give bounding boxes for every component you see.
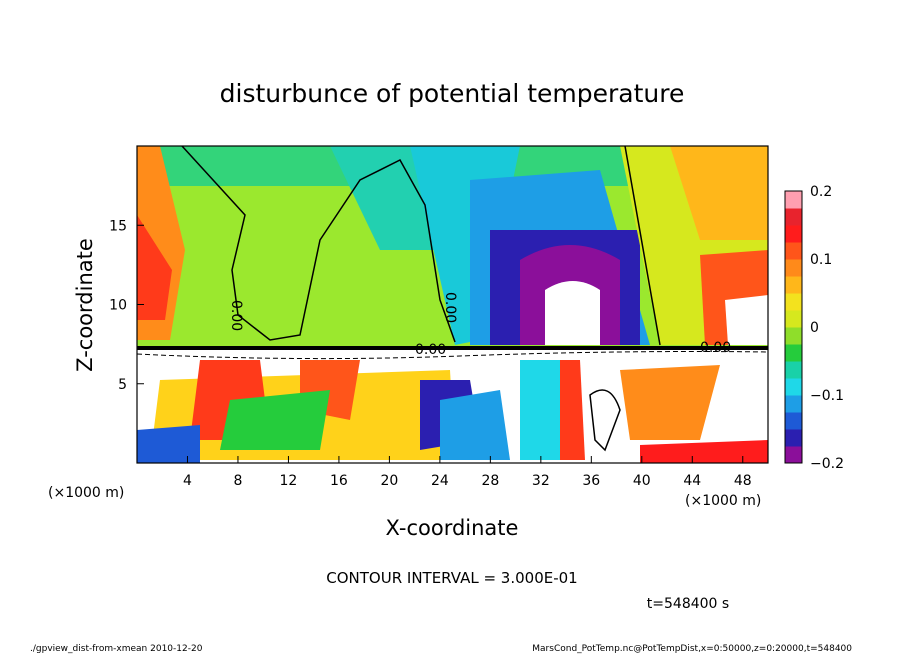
colorbar-tick-label: −0.1: [810, 388, 844, 404]
contour-label: 0.00: [415, 342, 446, 358]
colorbar-tick-label: 0: [810, 320, 819, 336]
field-right-orange: [670, 146, 768, 240]
colorbar-swatch: [785, 293, 802, 311]
colorbar-swatch: [785, 208, 802, 226]
contour-label: 0.00: [700, 340, 731, 356]
contour-label: 0.00: [442, 292, 458, 323]
inversion-contour-dashed: [136, 351, 769, 360]
plot-area: 0.00 0.00 0.00 0.00: [136, 145, 769, 464]
field-cyan-patch: [330, 146, 440, 250]
footer-left: ./gpview_dist-from-xmean 2010-12-20: [30, 644, 203, 654]
field-right-white: [725, 295, 768, 345]
field-lower-cyan-2: [520, 360, 565, 460]
colorbar-swatch: [785, 191, 802, 209]
colorbar-swatch: [785, 395, 802, 413]
colorbar-ticks: 0.2 0.1 0 −0.1 −0.2: [810, 184, 844, 472]
x-tick-label: 8: [233, 473, 242, 489]
field-lower-red-3: [560, 360, 585, 460]
colorbar-swatch: [785, 344, 802, 362]
colorbar-frame: [784, 190, 803, 464]
field-white-core: [545, 281, 600, 345]
field-left-hot: [137, 215, 172, 320]
field-lower-orange: [620, 365, 720, 440]
zero-contour-left: [181, 145, 456, 343]
x-tick-label: 16: [330, 473, 348, 489]
colorbar-swatch: [785, 361, 802, 379]
x-tick-label: 12: [280, 473, 298, 489]
contour-lower-right: [589, 389, 621, 452]
x-tick-label: 28: [481, 473, 499, 489]
x-tick-label: 20: [380, 473, 398, 489]
colorbar-swatch: [785, 259, 802, 277]
x-tick-label: 32: [532, 473, 550, 489]
colorbar-tick-label: −0.2: [810, 456, 844, 472]
colorbar-swatch: [785, 242, 802, 260]
x-axis: 4 8 12 16 20 24 28 32 36 40 44 48: [183, 456, 752, 489]
x-tick-label: 24: [431, 473, 449, 489]
y-axis: 5 10 15: [109, 218, 144, 393]
colorbar-swatch: [785, 412, 802, 430]
field-lower-cyan: [440, 390, 510, 460]
colorbar-swatch: [785, 378, 802, 396]
field-lower-red-4: [640, 440, 768, 463]
field-lower-blue-2: [137, 425, 200, 463]
colorbar-tick-label: 0.2: [810, 184, 832, 200]
contour-interval: CONTOUR INTERVAL = 3.000E-01: [326, 569, 577, 587]
contour-label: 0.00: [228, 300, 244, 331]
colorbar-swatch: [785, 446, 802, 464]
y-axis-label: Z-coordinate: [73, 238, 97, 372]
colorbar-swatch: [785, 225, 802, 243]
x-tick-label: 40: [633, 473, 651, 489]
colorbar-swatch: [785, 327, 802, 345]
x-tick-label: 48: [734, 473, 752, 489]
x-tick-label: 36: [582, 473, 600, 489]
zero-contour-right: [624, 145, 661, 346]
colorbar-swatch: [785, 310, 802, 328]
x-tick-label: 44: [683, 473, 701, 489]
y-tick-label: 5: [118, 377, 127, 393]
x-unit-right: (×1000 m): [685, 493, 761, 509]
y-tick-label: 15: [109, 218, 127, 234]
colorbar-tick-label: 0.1: [810, 252, 832, 268]
colorbar-swatch: [785, 429, 802, 447]
chart-title: disturbunce of potential temperature: [220, 79, 685, 108]
colorbar: [784, 190, 803, 464]
footer-right: MarsCond_PotTemp.nc@PotTempDist,x=0:5000…: [532, 644, 852, 654]
y-tick-label: 10: [109, 298, 127, 314]
x-axis-label: X-coordinate: [386, 516, 519, 540]
x-unit-left: (×1000 m): [48, 485, 124, 501]
x-tick-label: 4: [183, 473, 192, 489]
time-label: t=548400 s: [647, 596, 729, 612]
field-lower-green: [220, 390, 330, 450]
colorbar-swatch: [785, 276, 802, 294]
